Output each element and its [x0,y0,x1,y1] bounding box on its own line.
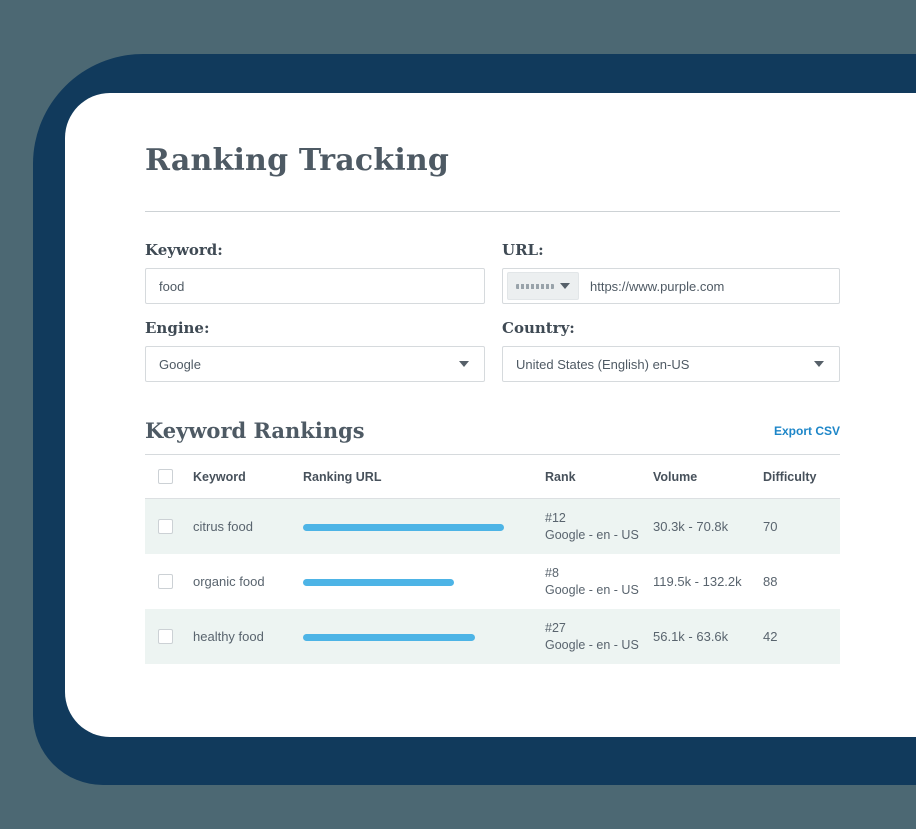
volume-cell: 119.5k - 132.2k [653,574,742,589]
url-label: URL: [502,241,544,259]
rank-engine-locale: Google - en - US [545,637,639,652]
engine-field: Engine: Google [145,319,485,382]
difficulty-cell: 88 [763,574,778,589]
country-select-value: United States (English) en-US [516,356,690,372]
title-divider [145,211,840,212]
keyword-cell: organic food [193,574,265,589]
difficulty-cell: 42 [763,629,778,644]
rank-engine-locale: Google - en - US [545,582,639,597]
ranking-url-bar [303,579,454,586]
volume-cell: 56.1k - 63.6k [653,629,729,644]
keyword-rankings-header: Keyword Rankings Export CSV [145,418,840,443]
ranking-url-cell [303,574,545,589]
ranking-url-cell [303,629,545,644]
keyword-input[interactable] [145,268,485,304]
ranking-tracking-card: Ranking Tracking Keyword: URL: Engine: [65,93,916,737]
table-row: citrus food #12 Google - en - US 30.3k -… [145,499,840,554]
chevron-down-icon [459,361,469,367]
column-header-keyword: Keyword [193,469,246,484]
table-top-divider [145,454,840,455]
table-row: healthy food #27 Google - en - US 56.1k … [145,609,840,664]
engine-select[interactable]: Google [145,346,485,382]
row-checkbox[interactable] [158,519,173,534]
country-field: Country: United States (English) en-US [502,319,840,382]
table-header-row: Keyword Ranking URL Rank Volume Difficul… [145,455,840,499]
rank-cell: #8 Google - en - US [545,565,653,599]
protocol-selector-dropdown[interactable] [507,272,579,300]
select-all-checkbox[interactable] [158,469,173,484]
engine-label: Engine: [145,319,210,337]
keyword-cell: healthy food [193,629,264,644]
country-label: Country: [502,319,575,337]
rank-engine-locale: Google - en - US [545,527,639,542]
url-input[interactable] [590,269,831,303]
url-field: URL: [502,241,840,304]
column-header-ranking-url: Ranking URL [303,469,382,484]
difficulty-cell: 70 [763,519,778,534]
rank-cell: #12 Google - en - US [545,510,653,544]
keyword-rankings-heading: Keyword Rankings [145,418,365,443]
export-csv-link[interactable]: Export CSV [773,424,840,438]
engine-select-value: Google [159,356,201,372]
keyword-label: Keyword: [145,241,223,259]
table-row: organic food #8 Google - en - US 119.5k … [145,554,840,609]
ranking-url-cell [303,519,545,534]
rank-value: #12 [545,510,566,525]
row-checkbox[interactable] [158,629,173,644]
row-checkbox[interactable] [158,574,173,589]
ranking-url-bar [303,524,504,531]
rank-value: #27 [545,620,566,635]
keyword-cell: citrus food [193,519,253,534]
country-select[interactable]: United States (English) en-US [502,346,840,382]
rank-value: #8 [545,565,559,580]
column-header-difficulty: Difficulty [763,469,817,484]
rankings-table: Keyword Ranking URL Rank Volume Difficul… [145,455,840,664]
page-title: Ranking Tracking [145,143,450,178]
keyword-field: Keyword: [145,241,485,304]
url-input-group [502,268,840,304]
column-header-volume: Volume [653,469,698,484]
ranking-url-bar [303,634,475,641]
chevron-down-icon [560,283,570,289]
redacted-protocol-text [516,283,554,289]
volume-cell: 30.3k - 70.8k [653,519,729,534]
rank-cell: #27 Google - en - US [545,620,653,654]
tracking-form: Keyword: URL: Engine: Google [145,241,840,382]
column-header-rank: Rank [545,469,576,484]
chevron-down-icon [814,361,824,367]
